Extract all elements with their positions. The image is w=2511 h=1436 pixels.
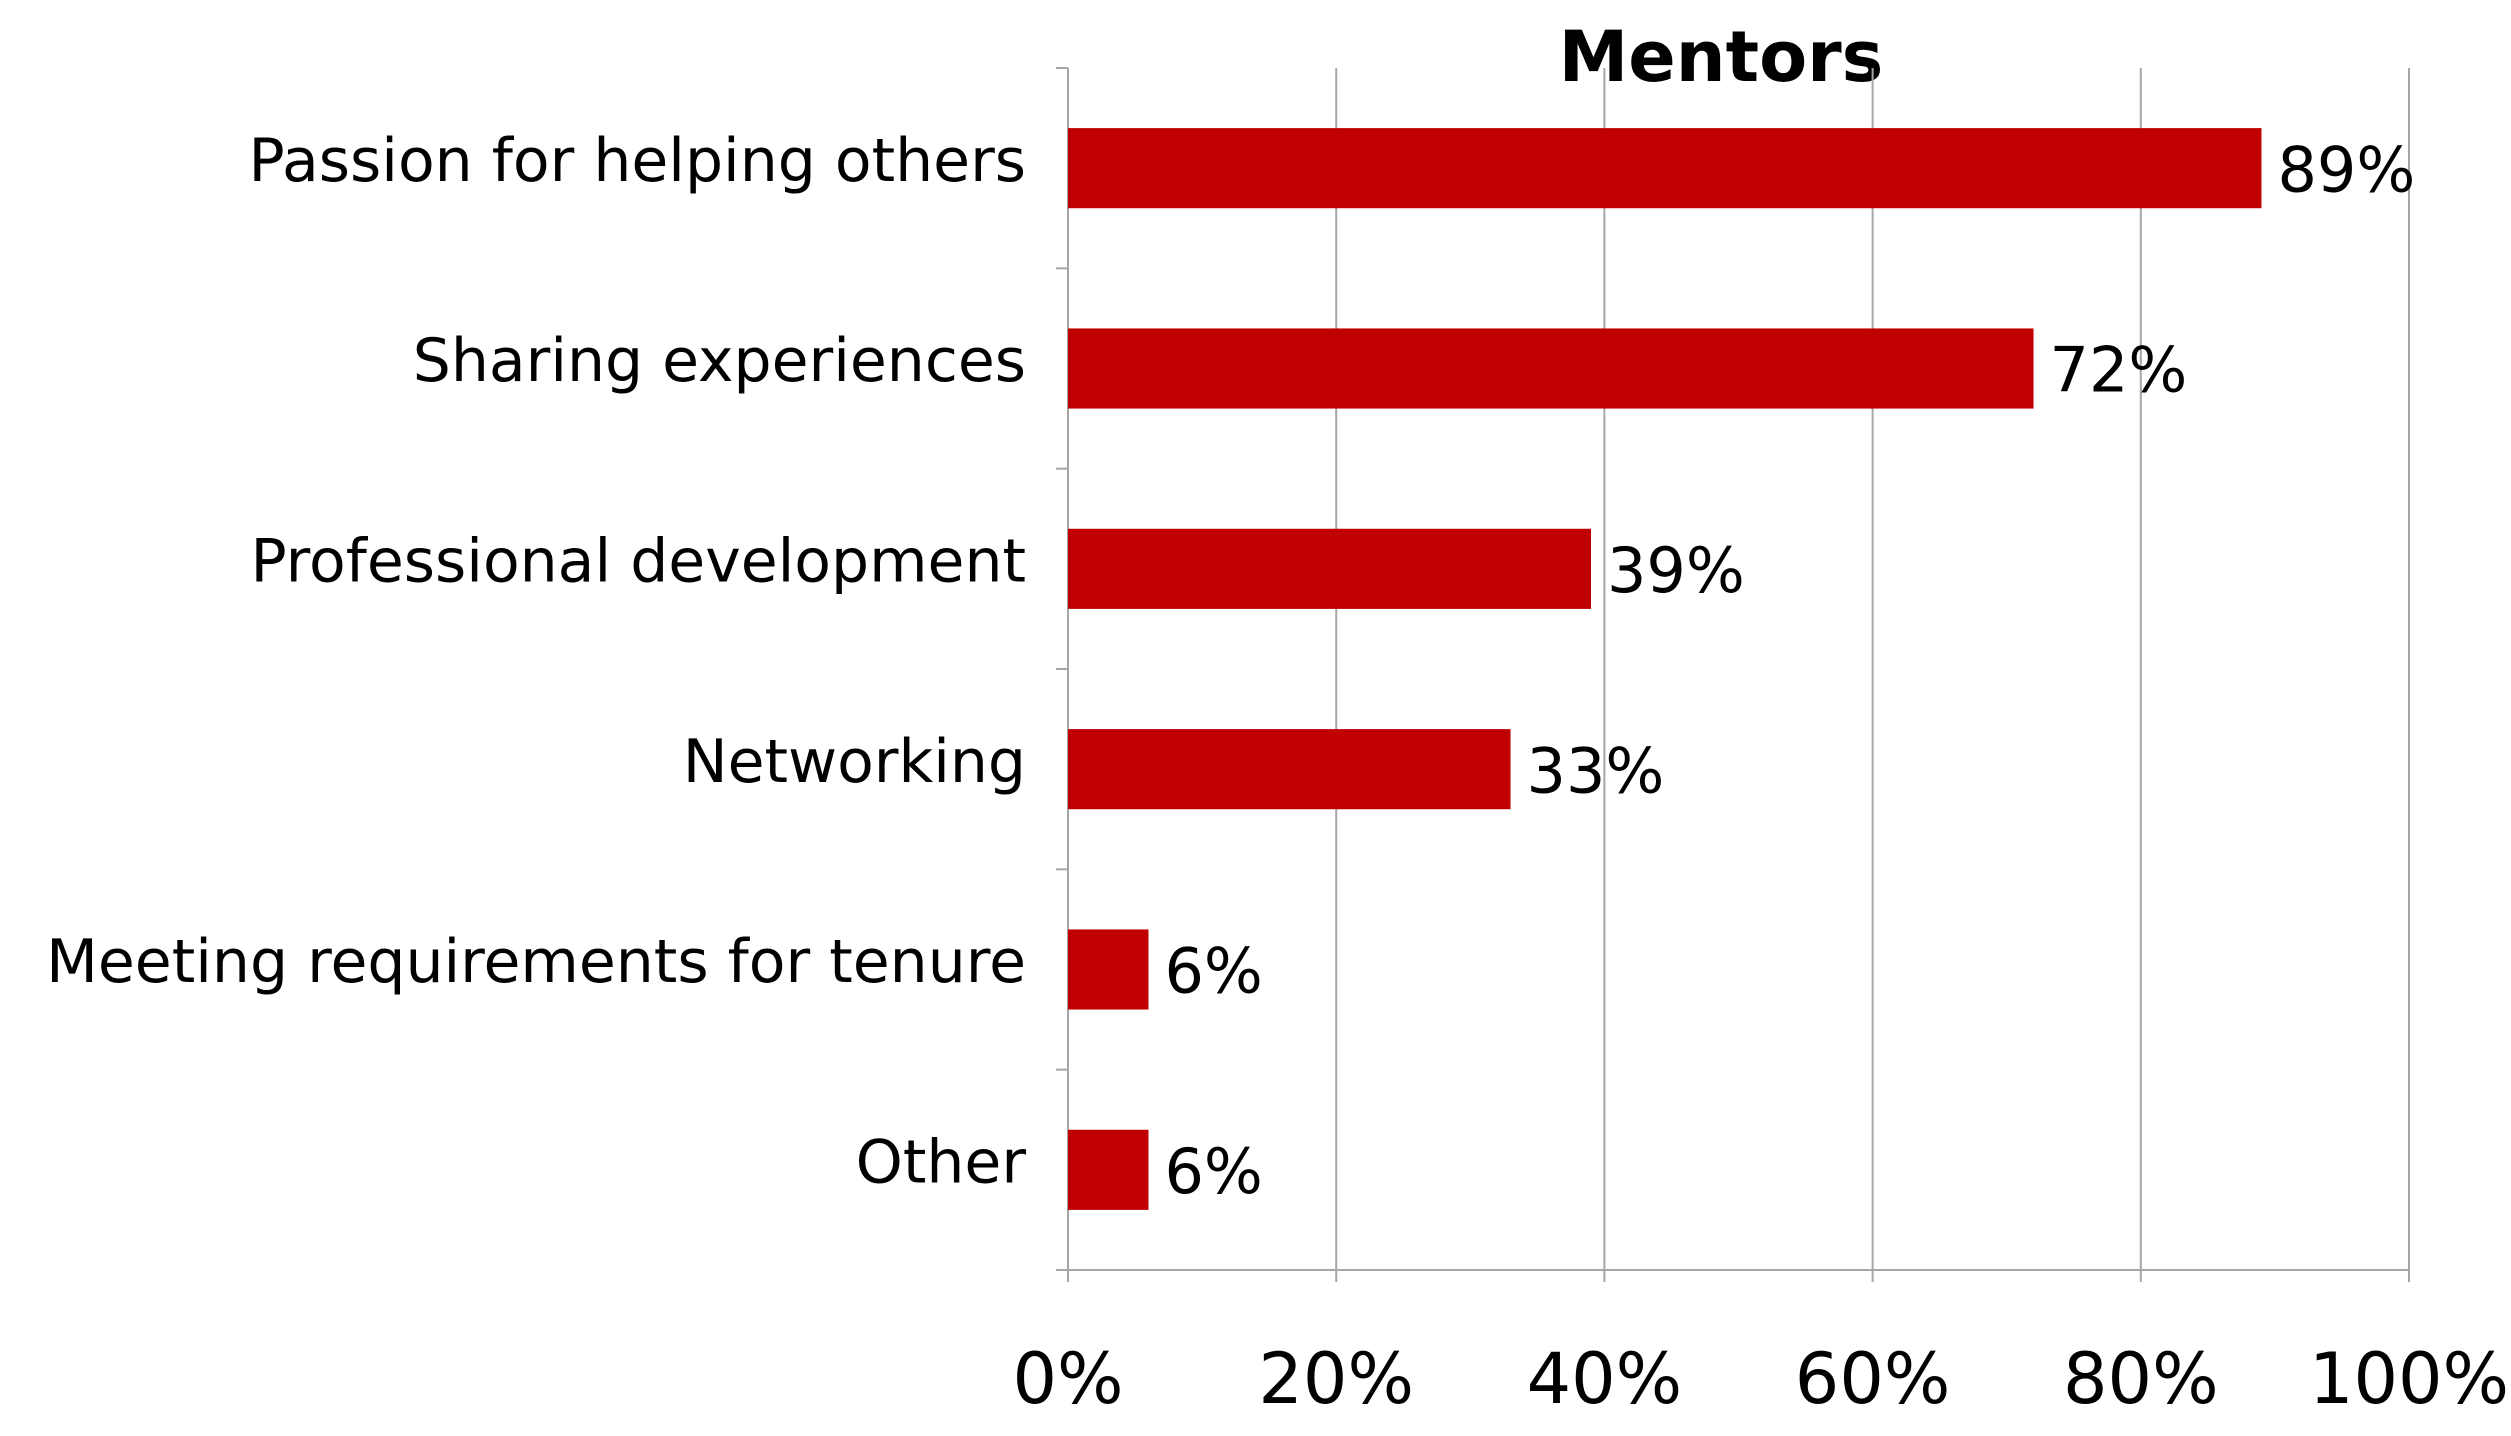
value-label: 89% — [2277, 133, 2415, 206]
value-label: 6% — [1164, 935, 1262, 1008]
x-tick-label: 60% — [1795, 1338, 1951, 1420]
value-label: 6% — [1164, 1135, 1262, 1208]
value-label: 39% — [1607, 534, 1745, 607]
x-tick-label: 100% — [2309, 1338, 2509, 1420]
y-tick-label: Other — [856, 1127, 1027, 1197]
x-tick-label: 20% — [1258, 1338, 1414, 1420]
bar — [1068, 729, 1511, 810]
x-tick-label: 0% — [1012, 1338, 1123, 1420]
chart-title: Mentors — [1559, 16, 1884, 98]
y-tick-label: Meeting requirements for tenure — [46, 927, 1026, 997]
x-tick-label: 80% — [2063, 1338, 2219, 1420]
bar — [1068, 128, 2262, 209]
bar — [1068, 1129, 1149, 1210]
y-tick-label: Professional development — [251, 526, 1026, 596]
y-tick-label: Passion for helping others — [249, 126, 1026, 196]
bar — [1068, 528, 1591, 609]
bar — [1068, 929, 1149, 1010]
value-label: 33% — [1527, 734, 1665, 807]
value-label: 72% — [2050, 334, 2188, 407]
bar — [1068, 328, 2034, 409]
x-tick-label: 40% — [1527, 1338, 1683, 1420]
y-tick-label: Sharing experiences — [413, 326, 1026, 396]
y-tick-label: Networking — [683, 727, 1026, 797]
